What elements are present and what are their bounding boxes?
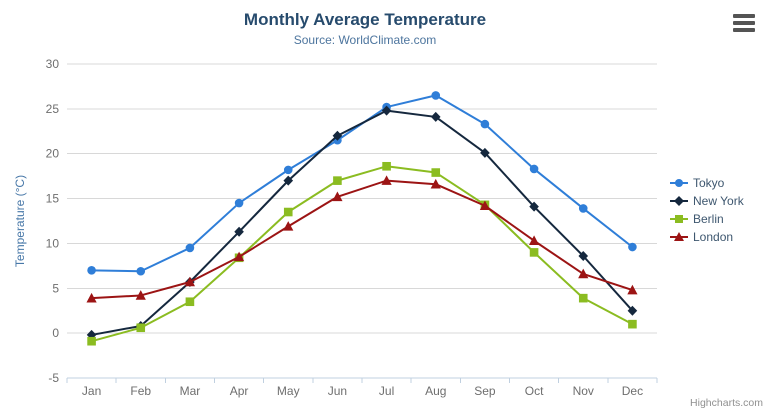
y-axis-label: 5 xyxy=(52,281,59,295)
series-marker-tokyo[interactable] xyxy=(234,198,244,208)
series-marker-tokyo[interactable] xyxy=(185,243,195,253)
legend-marker-square-icon xyxy=(670,215,688,223)
series-marker-london[interactable] xyxy=(233,251,245,262)
y-axis-label: 0 xyxy=(52,326,59,340)
series-marker-london[interactable] xyxy=(86,292,97,303)
x-axis-label: Oct xyxy=(525,384,544,398)
series-marker-tokyo[interactable] xyxy=(87,266,96,275)
legend-item-london[interactable]: London xyxy=(670,230,744,244)
series-marker-berlin[interactable] xyxy=(382,161,391,171)
series-marker-tokyo[interactable] xyxy=(628,242,637,252)
series-marker-tokyo[interactable] xyxy=(283,165,293,175)
legend-label: Tokyo xyxy=(693,176,725,190)
x-axis-label: Sep xyxy=(474,384,496,398)
x-axis-label: Jan xyxy=(82,384,101,398)
series-marker-new-york[interactable] xyxy=(332,130,343,141)
legend-item-new-york[interactable]: New York xyxy=(670,194,744,208)
legend-item-berlin[interactable]: Berlin xyxy=(670,212,744,226)
series-marker-tokyo[interactable] xyxy=(529,164,539,174)
series-marker-new-york[interactable] xyxy=(234,226,244,237)
x-axis-label: Feb xyxy=(130,384,151,398)
chart-subtitle: Source: WorldClimate.com xyxy=(293,33,437,47)
series-marker-tokyo[interactable] xyxy=(431,91,441,100)
series-marker-new-york[interactable] xyxy=(578,250,589,261)
y-axis-label: 10 xyxy=(46,236,60,250)
legend-marker-circle-icon xyxy=(670,179,688,187)
series-line-berlin[interactable] xyxy=(90,165,634,343)
x-axis-label: Dec xyxy=(622,384,643,398)
highcharts-credit[interactable]: Highcharts.com xyxy=(690,397,763,409)
y-axis-label: -5 xyxy=(48,371,59,385)
series-marker-berlin[interactable] xyxy=(87,336,96,346)
y-axis-title: Temperature (°C) xyxy=(13,175,27,267)
series-marker-london[interactable] xyxy=(479,200,491,211)
legend-item-tokyo[interactable]: Tokyo xyxy=(670,176,744,190)
series-marker-london[interactable] xyxy=(381,175,392,185)
series-marker-new-york[interactable] xyxy=(430,111,441,122)
y-axis-label: 25 xyxy=(46,102,60,116)
legend-symbol xyxy=(675,215,683,223)
y-axis-label: 20 xyxy=(46,147,60,161)
series-marker-tokyo[interactable] xyxy=(480,119,490,129)
series-line-new-york[interactable] xyxy=(90,109,634,336)
legend-marker-triangle-icon xyxy=(670,232,688,241)
export-menu-button[interactable] xyxy=(732,13,756,33)
series-marker-tokyo[interactable] xyxy=(578,204,588,213)
legend-marker-diamond-icon xyxy=(670,196,688,206)
series-marker-new-york[interactable] xyxy=(283,175,294,186)
hamburger-icon xyxy=(733,21,755,25)
legend-symbol xyxy=(674,196,684,206)
x-axis-label: Apr xyxy=(230,384,249,398)
series-marker-london[interactable] xyxy=(627,284,638,295)
series-marker-london[interactable] xyxy=(528,235,540,246)
legend-label: New York xyxy=(693,194,744,208)
y-axis-label: 30 xyxy=(46,57,60,71)
series-line-tokyo[interactable] xyxy=(90,94,634,273)
x-axis-label: Aug xyxy=(425,384,446,398)
series-marker-tokyo[interactable] xyxy=(136,266,146,276)
x-axis-label: Nov xyxy=(573,384,594,398)
series-marker-berlin[interactable] xyxy=(136,323,146,333)
series-marker-new-york[interactable] xyxy=(627,305,638,316)
series-marker-berlin[interactable] xyxy=(185,297,195,307)
legend-label: Berlin xyxy=(693,212,724,226)
chart-title: Monthly Average Temperature xyxy=(243,10,487,29)
series-marker-new-york[interactable] xyxy=(529,201,539,212)
series-marker-berlin[interactable] xyxy=(628,319,637,329)
series-marker-london[interactable] xyxy=(578,268,589,279)
x-axis-label: Jun xyxy=(328,384,347,398)
series-marker-new-york[interactable] xyxy=(381,105,392,116)
series-marker-london[interactable] xyxy=(332,191,343,202)
y-axis-label: 15 xyxy=(46,192,60,206)
series-line-london[interactable] xyxy=(90,179,634,300)
series-marker-berlin[interactable] xyxy=(333,176,342,185)
x-axis-label: May xyxy=(277,384,300,398)
series-marker-berlin[interactable] xyxy=(529,248,539,257)
x-axis-label: Mar xyxy=(180,384,201,398)
chart-legend: Tokyo New York Berlin London xyxy=(670,176,744,244)
series-marker-berlin[interactable] xyxy=(431,168,441,177)
series-marker-new-york[interactable] xyxy=(480,147,490,158)
series-marker-london[interactable] xyxy=(184,276,196,287)
series-marker-london[interactable] xyxy=(283,221,294,231)
series-marker-berlin[interactable] xyxy=(283,207,293,217)
hamburger-icon xyxy=(733,28,755,32)
hamburger-icon xyxy=(733,14,755,18)
series-marker-berlin[interactable] xyxy=(578,293,588,303)
legend-symbol xyxy=(674,232,684,241)
series-marker-london[interactable] xyxy=(135,290,146,300)
legend-symbol xyxy=(675,179,683,187)
x-axis-label: Jul xyxy=(379,384,394,398)
series-marker-london[interactable] xyxy=(430,178,441,189)
legend-label: London xyxy=(693,230,734,244)
